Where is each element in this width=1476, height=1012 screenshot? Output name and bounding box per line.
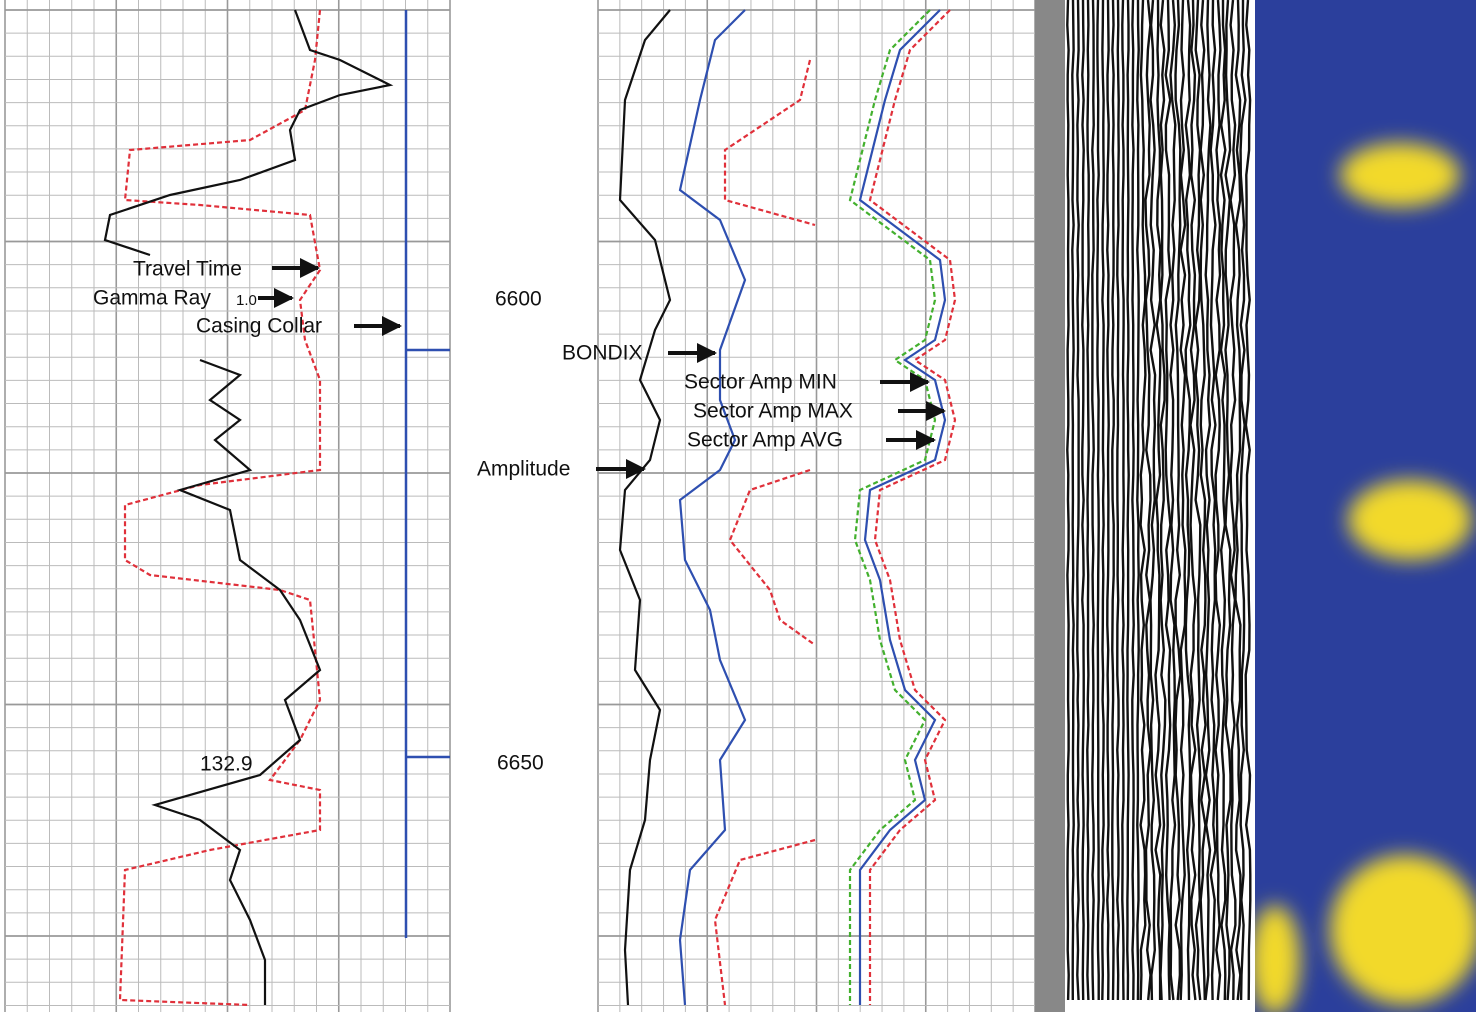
- vdl-stripe: [1126, 0, 1130, 1001]
- vdl-stripe: [1159, 0, 1167, 1001]
- vdl-edge: [1035, 0, 1065, 1012]
- vdl-stripe: [1144, 0, 1152, 1001]
- vdl-stripe: [1154, 0, 1162, 1000]
- vdl-stripe: [1184, 0, 1192, 1001]
- vdl-stripe: [1214, 0, 1222, 1001]
- vdl-stripe: [1239, 0, 1247, 1001]
- sector-amp-avg-curve: [858, 9, 947, 1005]
- depth-label: 6600: [495, 288, 542, 311]
- sector-curve: [713, 59, 816, 1006]
- arrows: [258, 258, 946, 479]
- gamma-ray-curve: [103, 9, 394, 257]
- vdl-stripe: [1229, 0, 1237, 1001]
- vdl-stripe: [1149, 0, 1157, 1001]
- vdl-stripe: [1076, 0, 1080, 1001]
- vdl-stripe: [1199, 0, 1207, 1001]
- sector-amp-min-curve: [848, 9, 937, 1005]
- sector-amp-max-curve: [868, 9, 957, 1005]
- scale-label: 1.0: [236, 292, 257, 309]
- vdl-stripe: [1204, 0, 1212, 1001]
- amplitude-curve: [618, 9, 672, 1006]
- travel-time-curve: [118, 9, 322, 1007]
- grid: [4, 0, 1036, 1012]
- vdl-stripe: [1066, 0, 1070, 1001]
- vdl-stripe: [1194, 0, 1202, 1001]
- vdl-stripe: [1224, 0, 1232, 1001]
- casing-collar-curve: [404, 10, 450, 938]
- curve-label: Casing Collar: [196, 315, 322, 338]
- vdl-stripe: [1174, 0, 1182, 1001]
- vdl-stripe: [1071, 0, 1075, 1001]
- vdl-stripe: [1164, 0, 1172, 1001]
- vdl-stripe: [1121, 0, 1125, 1001]
- vdl-stripe: [1179, 0, 1187, 1001]
- depth-label: 6650: [497, 752, 544, 775]
- vdl-stripe: [1116, 0, 1120, 1001]
- vdl-stripe: [1169, 0, 1177, 1001]
- vdl-stripe: [1081, 0, 1085, 1001]
- curve-label: Sector Amp MIN: [684, 371, 837, 394]
- vdl-stripe: [1086, 0, 1090, 1001]
- curve-label: BONDIX: [562, 342, 643, 365]
- vdl-stripe: [1106, 0, 1110, 1001]
- vdl-stripe: [1139, 0, 1147, 1001]
- bondix-curve: [678, 9, 747, 1006]
- curve-label: Travel Time: [133, 258, 242, 281]
- vdl-stripe: [1244, 0, 1252, 1001]
- vdl-image: [1035, 0, 1255, 1012]
- gamma-ray-curve: [151, 358, 322, 1005]
- vdl-stripe: [1111, 0, 1115, 1001]
- vdl-stripe: [1234, 0, 1242, 1001]
- cement-map: [1255, 0, 1476, 1012]
- curve-label: Amplitude: [477, 458, 570, 481]
- vdl-stripe: [1131, 0, 1135, 1001]
- vdl-stripe: [1219, 0, 1227, 1001]
- vdl-stripe: [1096, 0, 1100, 1000]
- curve-label: Sector Amp MAX: [693, 400, 853, 423]
- annotation: 132.9: [200, 753, 253, 776]
- vdl-stripe: [1189, 0, 1197, 1001]
- vdl-stripe: [1101, 0, 1105, 1001]
- curve-label: Gamma Ray: [93, 287, 211, 310]
- curve-label: Sector Amp AVG: [687, 429, 843, 452]
- vdl-stripe: [1136, 0, 1140, 1001]
- vdl-stripe: [1091, 0, 1095, 1001]
